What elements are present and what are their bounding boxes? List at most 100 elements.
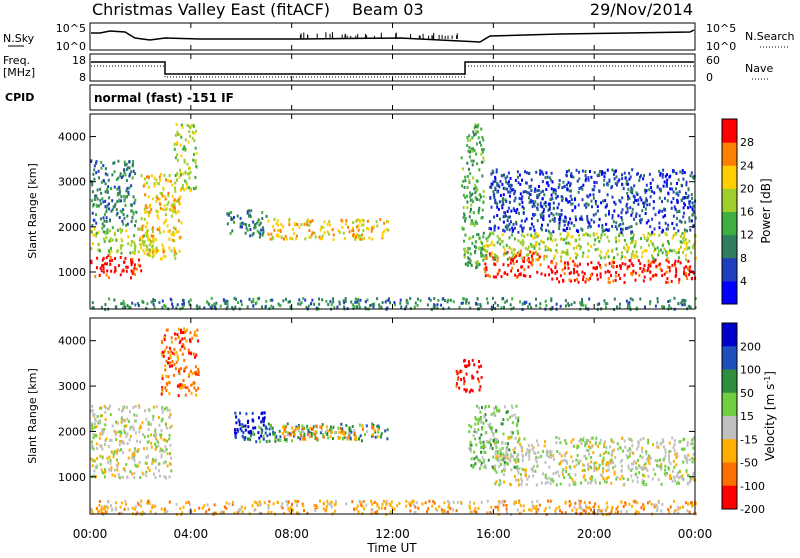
power-band-10: [483, 231, 697, 262]
power-colorbar-label: Power [dB]: [759, 178, 773, 243]
power-colorbar: 4 8 12 16 20 24 28: [721, 118, 754, 305]
time-tick-4: 16:00: [476, 527, 511, 541]
velocity-colorbar-swatch-3: [722, 392, 737, 417]
power-band-5: [226, 209, 268, 239]
cpid-label: CPID: [5, 91, 34, 104]
power-band-9: [544, 258, 697, 284]
nsky-tick-bottom: 10^0: [56, 40, 86, 53]
velocity-panel-frame: [89, 317, 696, 515]
velocity-ytick-3: 4000: [58, 335, 86, 348]
velocity-band-5: [455, 358, 483, 394]
velocity-heatmap: [90, 327, 697, 516]
nsky-tick-top: 10^5: [56, 22, 86, 35]
nave-tick-top: 60: [706, 54, 720, 67]
beam-label: Beam 03: [352, 0, 424, 19]
cpid-value: normal (fast) -151 IF: [94, 91, 234, 105]
velocity-band-3: [241, 422, 389, 444]
velocity-ytick-0: 1000: [58, 471, 86, 484]
power-ytick-0: 1000: [58, 266, 86, 279]
freq-label-line1: Freq.: [3, 54, 30, 67]
time-axis-label: Time UT: [366, 541, 417, 554]
time-tick-0: 00:00: [73, 527, 108, 541]
time-tick-2: 08:00: [274, 527, 309, 541]
velocity-band-1: [160, 327, 200, 398]
velocity-colorbar-tick-5: -50: [740, 457, 758, 470]
power-colorbar-tick-4: 20: [740, 182, 754, 195]
nave-trace: [91, 65, 694, 78]
power-band-11: [488, 168, 697, 235]
power-band-6: [267, 217, 390, 241]
power-ytick-3: 4000: [58, 131, 86, 144]
velocity-colorbar-tick-1: 100: [740, 364, 761, 377]
velocity-colorbar-tick-3: 15: [740, 410, 754, 423]
velocity-axes: 1000 2000 3000 4000: [58, 335, 695, 484]
nsky-trace: [91, 29, 695, 43]
velocity-band-7: [493, 436, 696, 487]
velocity-colorbar: 200 100 50 15 -15 -50 -100 -200: [721, 322, 765, 516]
power-colorbar-tick-6: 28: [740, 136, 754, 149]
power-ytick-1: 2000: [58, 221, 86, 234]
velocity-colorbar-swatch-4: [722, 416, 737, 440]
power-band-4: [173, 123, 198, 193]
time-tick-1: 04:00: [174, 527, 209, 541]
velocity-colorbar-swatch-6: [722, 462, 737, 487]
freq-tick-top: 18: [72, 54, 86, 67]
power-band-7: [460, 123, 485, 270]
power-colorbar-swatch-0: [722, 280, 737, 305]
power-colorbar-swatch-5: [722, 165, 737, 189]
nave-tick-bottom: 0: [706, 71, 713, 84]
velocity-colorbar-tick-4: -15: [740, 433, 758, 446]
power-heatmap: [90, 123, 697, 312]
velocity-colorbar-swatch-1: [722, 346, 737, 370]
power-band-3: [140, 172, 183, 261]
power-colorbar-swatch-1: [722, 257, 737, 282]
time-tick-5: 20:00: [577, 527, 612, 541]
power-colorbar-swatch-3: [722, 211, 737, 236]
velocity-ytick-1: 2000: [58, 425, 86, 438]
velocity-colorbar-swatch-2: [722, 369, 737, 394]
power-colorbar-swatch-4: [722, 188, 737, 212]
velocity-band-0: [90, 404, 173, 480]
power-colorbar-swatch-2: [722, 234, 737, 259]
velocity-colorbar-swatch-5: [722, 439, 737, 463]
power-colorbar-tick-1: 8: [740, 252, 747, 265]
velocity-colorbar-swatch-0: [722, 323, 737, 347]
nsearch-tick-top: 10^5: [706, 22, 736, 35]
time-tick-6: 00:00: [678, 527, 713, 541]
nsearch-label: N.Search: [745, 30, 795, 43]
power-colorbar-swatch-7: [722, 119, 737, 143]
nsky-spikes: [299, 32, 458, 39]
power-ylabel: Slant Range [km]: [26, 163, 39, 259]
power-panel-frame: [89, 113, 696, 310]
power-colorbar-swatch-6: [722, 142, 737, 166]
nsearch-tick-bottom: 10^0: [706, 40, 736, 53]
power-colorbar-tick-2: 12: [740, 229, 754, 242]
velocity-ylabel: Slant Range [km]: [26, 368, 39, 464]
velocity-band-6: [468, 404, 521, 471]
freq-label-line2: [MHz]: [3, 66, 35, 79]
velocity-colorbar-tick-7: -200: [740, 503, 765, 516]
nsky-label: N.Sky: [3, 32, 35, 45]
time-tick-3: 12:00: [375, 527, 410, 541]
nave-label: Nave: [745, 62, 773, 75]
power-axes: 1000 2000 3000 4000: [58, 131, 695, 279]
velocity-band-4: [281, 424, 380, 442]
velocity-ytick-2: 3000: [58, 380, 86, 393]
power-band-1: [90, 227, 155, 256]
velocity-colorbar-tick-6: -100: [740, 480, 765, 493]
plot-title: Christmas Valley East (fitACF): [92, 0, 330, 19]
freq-trace: [91, 61, 694, 75]
power-colorbar-tick-5: 24: [740, 159, 754, 172]
power-band-0: [90, 254, 143, 280]
time-axis: 00:00 04:00 08:00 12:00 16:00 20:00 00:00: [73, 23, 713, 541]
power-colorbar-tick-0: 4: [740, 275, 747, 288]
power-ytick-2: 3000: [58, 176, 86, 189]
freq-tick-bottom: 8: [79, 71, 86, 84]
date-label: 29/Nov/2014: [590, 0, 693, 19]
velocity-colorbar-label: Velocity [m s-1]: [763, 371, 778, 461]
velocity-colorbar-tick-2: 50: [740, 387, 754, 400]
power-colorbar-tick-3: 16: [740, 206, 754, 219]
power-band-2: [90, 159, 138, 230]
velocity-colorbar-tick-0: 200: [740, 340, 761, 353]
